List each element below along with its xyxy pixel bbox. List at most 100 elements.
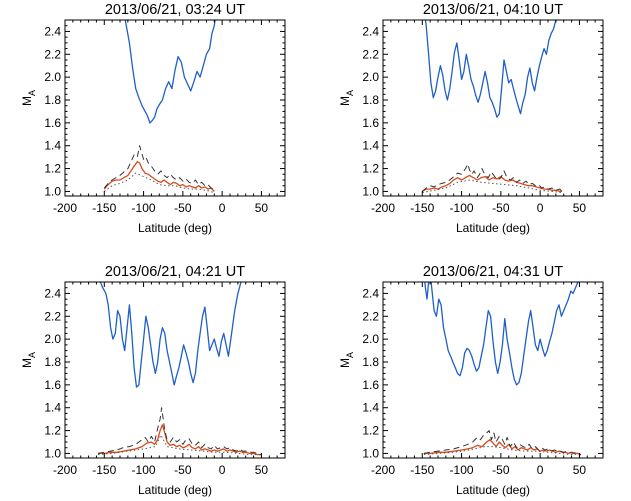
plot-frame [64, 19, 286, 197]
panel-4: -200 -150 -100 -50 0 50 1.0 1.2 1.4 1.6 1.8 2.0 2.2 2… [338, 264, 604, 497]
x-tick-label: -200 [371, 201, 395, 215]
y-tick-label: 2.0 [44, 332, 61, 346]
y-tick-label: 2.4 [44, 286, 61, 300]
y-tick-label: 1.2 [44, 162, 61, 176]
y-tick-label: 1.2 [362, 424, 379, 438]
x-tick-label: -150 [410, 201, 434, 215]
x-tick-label: -200 [53, 463, 77, 477]
y-tick-label: 1.0 [362, 446, 379, 460]
x-tick-label: 0 [537, 201, 544, 215]
y-axis-label-main: M [20, 358, 34, 368]
series-group [423, 282, 582, 456]
series-line-upper [124, 20, 216, 124]
y-tick-label: 1.4 [44, 139, 61, 153]
y-axis-label: MA [338, 352, 355, 368]
y-tick-label: 2.0 [362, 332, 379, 346]
series-line-lower-bound [104, 172, 215, 194]
panel-1: -200 -150 -100 -50 0 50 1.0 1.2 1.4 1.6 1.8 2.0 2.2 2… [20, 2, 286, 235]
x-tick-label: -150 [410, 463, 434, 477]
chart-title: 2013/06/21, 04:21 UT [105, 264, 245, 280]
y-tick-label: 1.2 [44, 424, 61, 438]
x-tick-label: 50 [255, 463, 269, 477]
series-group [421, 20, 563, 194]
y-tick-label: 2.4 [362, 24, 379, 38]
y-tick-label: 2.2 [362, 47, 379, 61]
x-tick-label: 50 [255, 201, 269, 215]
x-tick-label: -50 [174, 201, 192, 215]
x-tick-label: 50 [573, 463, 587, 477]
y-tick-label: 1.4 [362, 401, 379, 415]
y-axis-label-sub: A [27, 90, 37, 96]
series-group [97, 282, 262, 456]
y-tick-label: 1.0 [362, 184, 379, 198]
series-line-lower [98, 424, 262, 456]
series-line-upper-bound [421, 163, 563, 192]
y-tick-label: 1.0 [44, 446, 61, 460]
x-axis-label: Latitude (deg) [138, 221, 212, 235]
x-tick-label: 0 [219, 463, 226, 477]
series-line-upper [99, 282, 242, 388]
series-line-upper-bound [103, 145, 215, 191]
x-tick-label: -50 [174, 463, 192, 477]
y-tick-label: 1.8 [44, 93, 61, 107]
x-tick-label: -50 [492, 201, 510, 215]
y-tick-label: 1.8 [362, 93, 379, 107]
y-axis-label-sub: A [345, 90, 355, 96]
x-tick-label: -100 [450, 463, 474, 477]
y-tick-label: 1.4 [44, 401, 61, 415]
chart-title: 2013/06/21, 04:10 UT [423, 2, 563, 18]
y-tick-label: 1.4 [362, 139, 379, 153]
x-tick-label: 50 [573, 201, 587, 215]
y-axis-label-main: M [338, 358, 352, 368]
plot-frame [382, 281, 604, 459]
y-tick-label: 1.6 [44, 378, 61, 392]
chart-title: 2013/06/21, 04:31 UT [423, 264, 563, 280]
x-tick-label: 0 [219, 201, 226, 215]
x-tick-label: -100 [132, 463, 156, 477]
y-tick-label: 1.6 [44, 116, 61, 130]
chart-title: 2013/06/21, 03:24 UT [105, 2, 245, 18]
series-line-upper-bound [423, 430, 581, 456]
y-tick-label: 1.6 [362, 116, 379, 130]
series-line-upper [424, 20, 557, 118]
y-axis-label-main: M [20, 96, 34, 106]
series-line-upper [424, 282, 579, 386]
y-axis-label-sub: A [345, 352, 355, 358]
y-tick-label: 2.4 [362, 286, 379, 300]
x-axis-label: Latitude (deg) [138, 483, 212, 497]
x-tick-label: -100 [132, 201, 156, 215]
y-tick-label: 1.2 [362, 162, 379, 176]
series-line-lower [423, 439, 582, 456]
x-tick-label: -150 [92, 201, 116, 215]
x-tick-label: -200 [53, 201, 77, 215]
y-tick-label: 1.6 [362, 378, 379, 392]
x-axis-label: Latitude (deg) [456, 221, 530, 235]
plot-frame [64, 281, 286, 459]
x-tick-label: -100 [450, 201, 474, 215]
panel-3: -200 -150 -100 -50 0 50 1.0 1.2 1.4 1.6 1.8 2.0 2.2 2… [20, 264, 286, 497]
x-axis-label: Latitude (deg) [456, 483, 530, 497]
y-tick-label: 1.8 [44, 355, 61, 369]
y-tick-label: 2.2 [362, 309, 379, 323]
y-tick-label: 1.0 [44, 184, 61, 198]
y-tick-label: 2.2 [44, 47, 61, 61]
y-tick-label: 2.0 [362, 70, 379, 84]
plot-frame [382, 19, 604, 197]
y-axis-label: MA [20, 90, 37, 106]
y-axis-label-sub: A [27, 352, 37, 358]
series-group [103, 20, 216, 194]
y-axis-label: MA [338, 90, 355, 106]
x-tick-label: -50 [492, 463, 510, 477]
y-tick-label: 1.8 [362, 355, 379, 369]
y-tick-label: 2.0 [44, 70, 61, 84]
y-axis-label-main: M [338, 96, 352, 106]
series-line-upper-bound [97, 407, 262, 456]
panel-2: -200 -150 -100 -50 0 50 1.0 1.2 1.4 1.6 1.8 2.0 2.2 2… [338, 2, 604, 235]
series-line-lower-bound [423, 446, 581, 456]
y-tick-label: 2.4 [44, 24, 61, 38]
series-line-lower [103, 161, 215, 192]
x-tick-label: -150 [92, 463, 116, 477]
x-tick-label: 0 [537, 463, 544, 477]
series-line-lower [421, 174, 563, 193]
